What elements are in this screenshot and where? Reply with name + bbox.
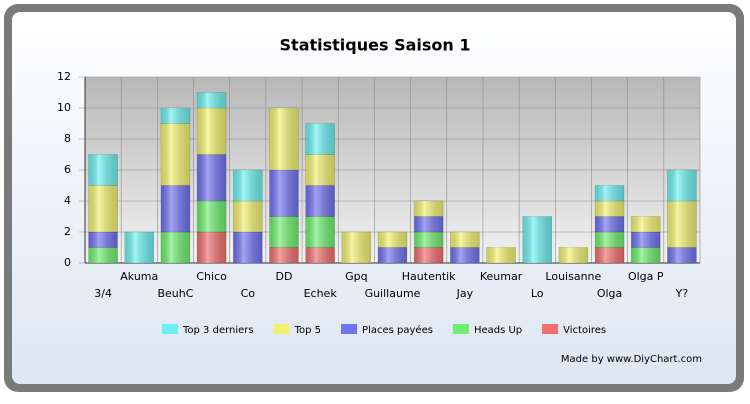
x-tick-label: Guillaume (365, 287, 421, 300)
bar-shine (233, 201, 263, 232)
bar-shine (88, 154, 118, 186)
legend-swatch (162, 324, 178, 334)
bar-shine (667, 170, 697, 201)
bar-shine (197, 108, 227, 155)
bar-shine (414, 216, 444, 232)
bar-shine (595, 232, 625, 248)
bar-shine (305, 247, 335, 263)
bar-shine (631, 247, 661, 263)
chart-title: Statistiques Saison 1 (280, 36, 471, 55)
bar-shine (414, 201, 444, 217)
x-tick-label: Gpq (345, 270, 368, 283)
bar-shine (305, 154, 335, 186)
bar-shine (197, 201, 227, 232)
bar-shine (486, 247, 516, 263)
x-tick-label: Louisanne (545, 270, 601, 283)
y-tick-label: 0 (64, 256, 71, 269)
legend-label: Top 3 derniers (182, 325, 254, 336)
bar-shine (522, 216, 552, 263)
x-tick-label: Co (241, 287, 256, 300)
y-tick-label: 10 (57, 101, 71, 114)
y-tick-label: 8 (64, 132, 71, 145)
legend-label: Top 5 (294, 325, 321, 336)
bar-shine (414, 232, 444, 248)
legend-swatch (452, 324, 469, 334)
bar-shine (197, 154, 227, 201)
bar-shine (160, 108, 190, 124)
bar-shine (341, 232, 371, 263)
legend-swatch (542, 324, 559, 334)
x-tick-label: Akuma (120, 270, 158, 283)
bar-shine (667, 247, 697, 263)
legend-label: Places payées (362, 324, 433, 336)
x-tick-label: Echek (304, 287, 338, 300)
bar-shine (197, 232, 227, 263)
x-tick-label: Olga P (628, 270, 664, 283)
bar-shine (631, 232, 661, 248)
bar-shine (631, 216, 661, 232)
x-tick-label: 3/4 (94, 287, 112, 300)
bar-shine (269, 170, 299, 217)
x-tick-label: Lo (531, 287, 544, 300)
bar-shine (124, 232, 154, 263)
bar-shine (305, 123, 335, 155)
x-tick-label: BeuhC (157, 287, 193, 300)
bar-shine (305, 216, 335, 248)
x-tick-label: Olga (597, 287, 622, 300)
credit: Made by www.DiyChart.com (561, 354, 702, 365)
legend-swatch (341, 324, 358, 334)
bar-shine (558, 247, 588, 263)
y-tick-label: 12 (57, 70, 71, 83)
bar-shine (305, 185, 335, 217)
x-tick-label: Hautentik (402, 270, 456, 283)
bar-shine (233, 170, 263, 201)
bar-shine (595, 247, 625, 263)
bar-shine (269, 108, 299, 170)
bar-shine (414, 247, 444, 263)
bar-shine (197, 92, 227, 108)
bar-shine (450, 247, 480, 263)
bar-shine (160, 123, 190, 186)
bar-shine (667, 201, 697, 248)
bar-shine (160, 185, 190, 232)
bar-shine (595, 201, 625, 217)
y-tick-label: 2 (64, 225, 71, 238)
bar-shine (88, 232, 118, 248)
legend-label: Heads Up (474, 325, 522, 336)
bar-shine (595, 216, 625, 232)
x-tick-label: Jay (456, 287, 474, 300)
bar-shine (595, 185, 625, 201)
bar-shine (269, 216, 299, 248)
bar-shine (88, 247, 118, 263)
x-tick-label: Keumar (480, 270, 523, 283)
bar-shine (233, 232, 263, 263)
x-tick-label: Y? (675, 287, 689, 300)
bar-shine (378, 232, 407, 248)
bar-shine (88, 185, 118, 232)
y-tick-label: 4 (64, 194, 71, 207)
x-tick-label: DD (275, 270, 292, 283)
legend-swatch (273, 324, 290, 334)
x-tick-label: Chico (196, 270, 227, 283)
bar-shine (160, 232, 190, 263)
bar-shine (378, 247, 407, 263)
y-tick-label: 6 (64, 163, 71, 176)
bar-shine (450, 232, 480, 248)
legend-label: Victoires (563, 325, 606, 336)
bar-shine (269, 247, 299, 263)
